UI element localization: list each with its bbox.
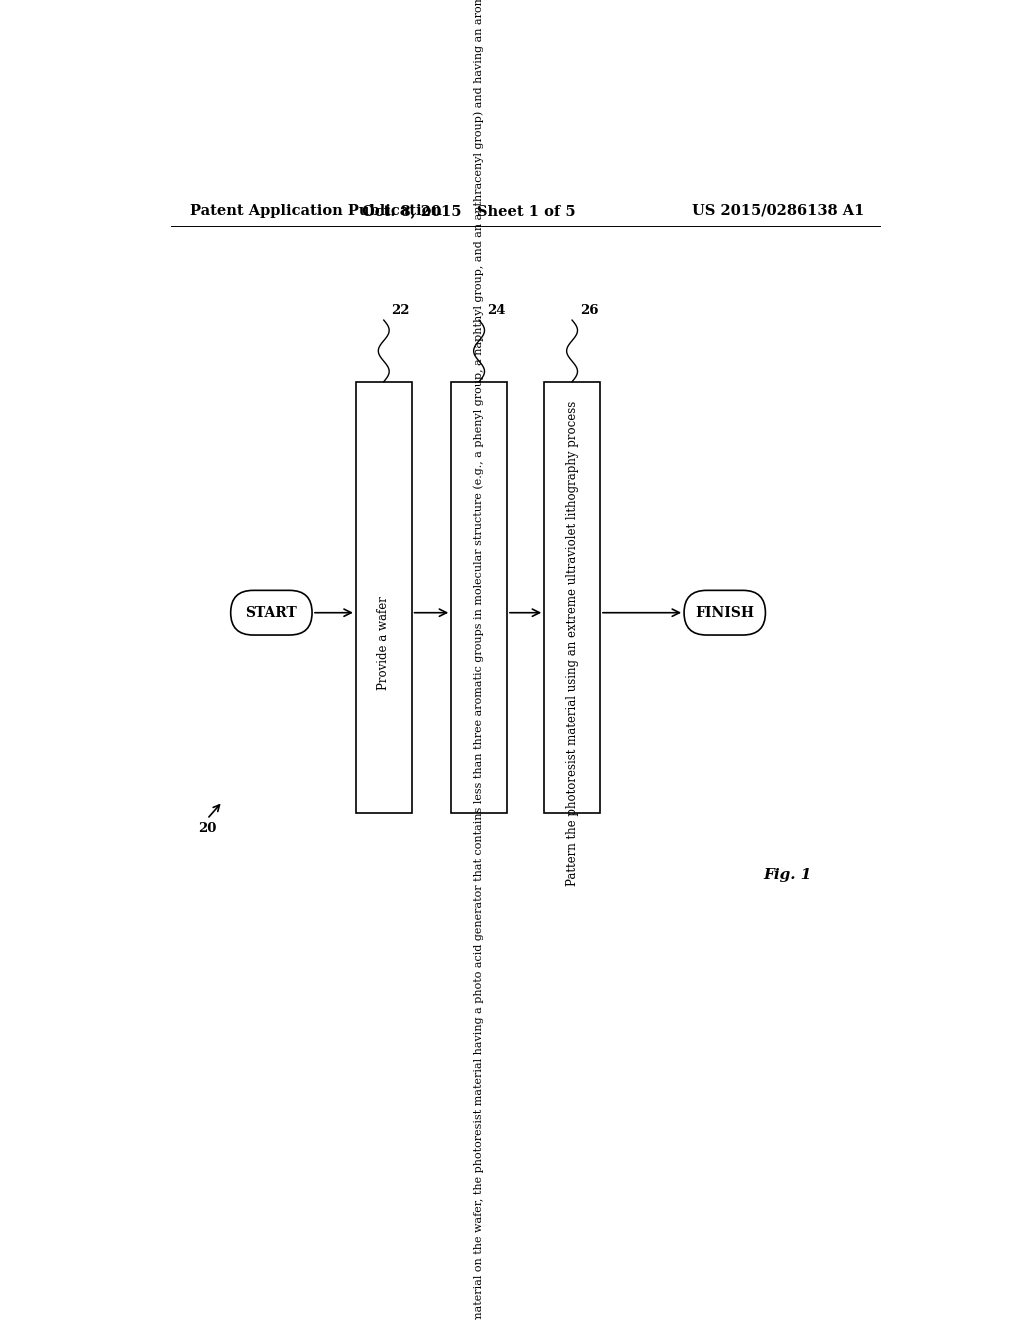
Bar: [452, 381, 507, 813]
Text: Patent Application Publication: Patent Application Publication: [190, 203, 442, 218]
Text: FINISH: FINISH: [695, 606, 755, 619]
Bar: [544, 381, 600, 813]
Text: START: START: [246, 606, 297, 619]
Text: 26: 26: [580, 305, 598, 317]
Text: 20: 20: [198, 822, 216, 834]
Text: Pattern the photoresist material using an extreme ultraviolet lithography proces: Pattern the photoresist material using a…: [565, 401, 579, 886]
Bar: [356, 381, 412, 813]
Text: Provide a wafer: Provide a wafer: [377, 597, 390, 690]
Text: 24: 24: [486, 305, 505, 317]
FancyBboxPatch shape: [230, 590, 312, 635]
Text: Coat a photoresist material on the wafer, the photoresist material having a phot: Coat a photoresist material on the wafer…: [474, 0, 484, 1320]
Text: Fig. 1: Fig. 1: [764, 867, 812, 882]
FancyBboxPatch shape: [684, 590, 765, 635]
Text: Oct. 8, 2015   Sheet 1 of 5: Oct. 8, 2015 Sheet 1 of 5: [362, 203, 575, 218]
Text: 22: 22: [391, 305, 410, 317]
Text: US 2015/0286138 A1: US 2015/0286138 A1: [692, 203, 864, 218]
